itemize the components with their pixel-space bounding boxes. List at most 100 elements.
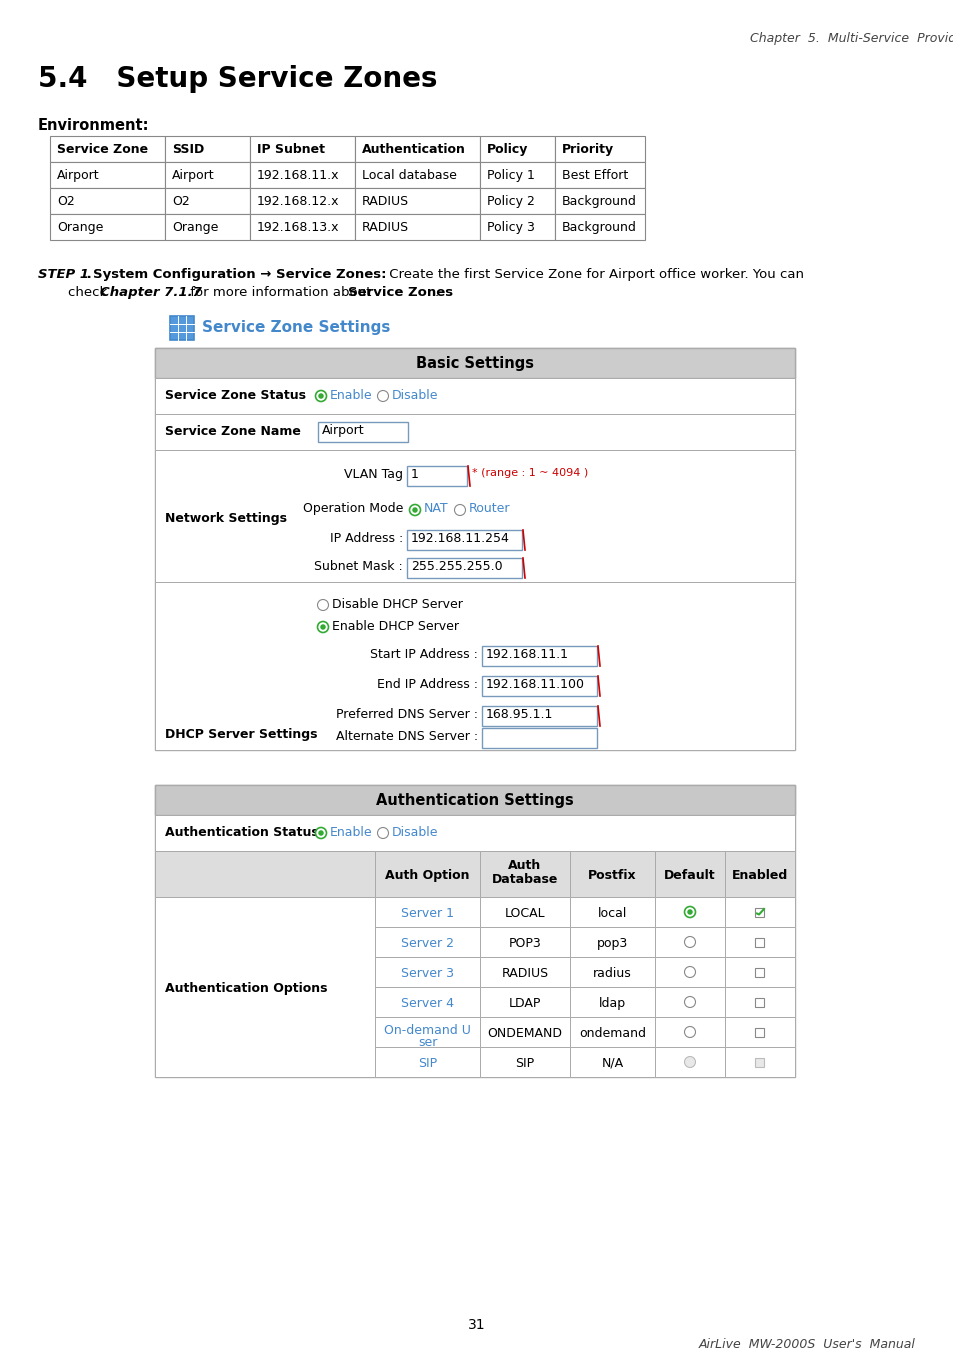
Text: Operation Mode: Operation Mode <box>302 502 402 514</box>
Circle shape <box>684 937 695 948</box>
Bar <box>355 136 479 162</box>
Circle shape <box>377 828 388 838</box>
Text: Alternate DNS Server :: Alternate DNS Server : <box>335 730 477 742</box>
Text: STEP 1: STEP 1 <box>38 269 89 281</box>
Bar <box>724 850 794 896</box>
Text: Server 1: Server 1 <box>400 907 454 919</box>
Text: 192.168.11.1: 192.168.11.1 <box>485 648 568 662</box>
Text: Policy 2: Policy 2 <box>486 194 535 208</box>
Text: IP Subnet: IP Subnet <box>256 143 325 157</box>
Text: System Configuration → Service Zones:: System Configuration → Service Zones: <box>92 269 386 281</box>
Text: POP3: POP3 <box>508 937 540 950</box>
Text: Preferred DNS Server :: Preferred DNS Server : <box>335 707 477 721</box>
Circle shape <box>315 828 326 838</box>
Bar <box>154 784 794 1077</box>
Text: Disable DHCP Server: Disable DHCP Server <box>332 598 462 612</box>
Bar <box>165 136 250 162</box>
Bar <box>154 582 794 751</box>
Circle shape <box>317 599 328 610</box>
Bar <box>481 676 597 697</box>
Bar <box>154 378 794 414</box>
Text: Authentication Settings: Authentication Settings <box>375 792 574 809</box>
Bar <box>50 188 165 215</box>
Text: 192.168.11.254: 192.168.11.254 <box>411 532 509 545</box>
Text: Orange: Orange <box>57 221 103 234</box>
Text: Disable: Disable <box>392 389 438 402</box>
Text: 168.95.1.1: 168.95.1.1 <box>485 707 553 721</box>
Text: 192.168.12.x: 192.168.12.x <box>256 194 339 208</box>
Text: 192.168.13.x: 192.168.13.x <box>256 221 339 234</box>
Text: Enable DHCP Server: Enable DHCP Server <box>332 620 458 633</box>
Bar <box>317 423 408 441</box>
Text: Postfix: Postfix <box>588 869 637 882</box>
Text: O2: O2 <box>172 194 190 208</box>
Text: LOCAL: LOCAL <box>504 907 545 919</box>
Text: 5.4   Setup Service Zones: 5.4 Setup Service Zones <box>38 65 437 93</box>
Bar <box>569 927 655 957</box>
Bar <box>481 728 597 748</box>
Text: LDAP: LDAP <box>508 998 540 1010</box>
Text: ldap: ldap <box>598 998 625 1010</box>
Bar <box>755 937 763 946</box>
Bar <box>375 927 479 957</box>
Bar <box>569 896 655 927</box>
Bar <box>755 968 763 976</box>
Text: Service Zones: Service Zones <box>348 286 453 298</box>
Bar <box>655 1048 724 1077</box>
Text: Background: Background <box>561 221 637 234</box>
Circle shape <box>684 1026 695 1038</box>
Text: Orange: Orange <box>172 221 218 234</box>
Bar <box>479 1017 569 1048</box>
Bar <box>50 215 165 240</box>
Text: * (range : 1 ~ 4094 ): * (range : 1 ~ 4094 ) <box>472 468 588 478</box>
Text: Service Zone Settings: Service Zone Settings <box>202 320 390 335</box>
Text: Best Effort: Best Effort <box>561 169 628 182</box>
Bar <box>375 850 479 896</box>
Text: SIP: SIP <box>515 1057 534 1071</box>
Bar <box>154 450 794 582</box>
Bar <box>250 215 355 240</box>
Bar <box>154 850 375 896</box>
Bar <box>50 162 165 188</box>
Text: Service Zone: Service Zone <box>57 143 148 157</box>
Bar <box>479 162 555 188</box>
Text: Authentication: Authentication <box>361 143 465 157</box>
Bar <box>355 215 479 240</box>
Bar <box>479 215 555 240</box>
Text: On-demand U: On-demand U <box>384 1025 471 1037</box>
Bar <box>555 215 644 240</box>
Text: Authentication Status: Authentication Status <box>165 826 318 838</box>
Text: SSID: SSID <box>172 143 204 157</box>
Text: Chapter 7.1.7: Chapter 7.1.7 <box>100 286 202 298</box>
Bar <box>569 987 655 1017</box>
Bar <box>755 998 763 1007</box>
Bar <box>569 1017 655 1048</box>
Bar <box>569 850 655 896</box>
Bar <box>375 896 479 927</box>
Circle shape <box>684 906 695 918</box>
Bar <box>724 927 794 957</box>
Bar <box>755 1057 763 1066</box>
Bar <box>407 466 467 486</box>
Bar <box>154 784 794 815</box>
Bar <box>655 1017 724 1048</box>
Circle shape <box>412 508 417 513</box>
Text: SIP: SIP <box>417 1057 436 1071</box>
Text: Router: Router <box>469 502 510 514</box>
Text: N/A: N/A <box>600 1057 623 1071</box>
Circle shape <box>317 621 328 633</box>
Text: DHCP Server Settings: DHCP Server Settings <box>165 728 317 741</box>
Text: VLAN Tag: VLAN Tag <box>344 468 402 481</box>
Circle shape <box>684 1057 695 1068</box>
Text: Database: Database <box>492 873 558 886</box>
Text: Authentication Options: Authentication Options <box>165 981 327 995</box>
Bar <box>250 188 355 215</box>
Bar <box>569 1048 655 1077</box>
Text: Airport: Airport <box>322 424 364 437</box>
Text: RADIUS: RADIUS <box>501 967 548 980</box>
Circle shape <box>320 624 325 629</box>
Bar <box>407 531 521 549</box>
Circle shape <box>318 830 323 836</box>
Text: Policy 1: Policy 1 <box>486 169 535 182</box>
Text: Create the first Service Zone for Airport office worker. You can: Create the first Service Zone for Airpor… <box>385 269 803 281</box>
